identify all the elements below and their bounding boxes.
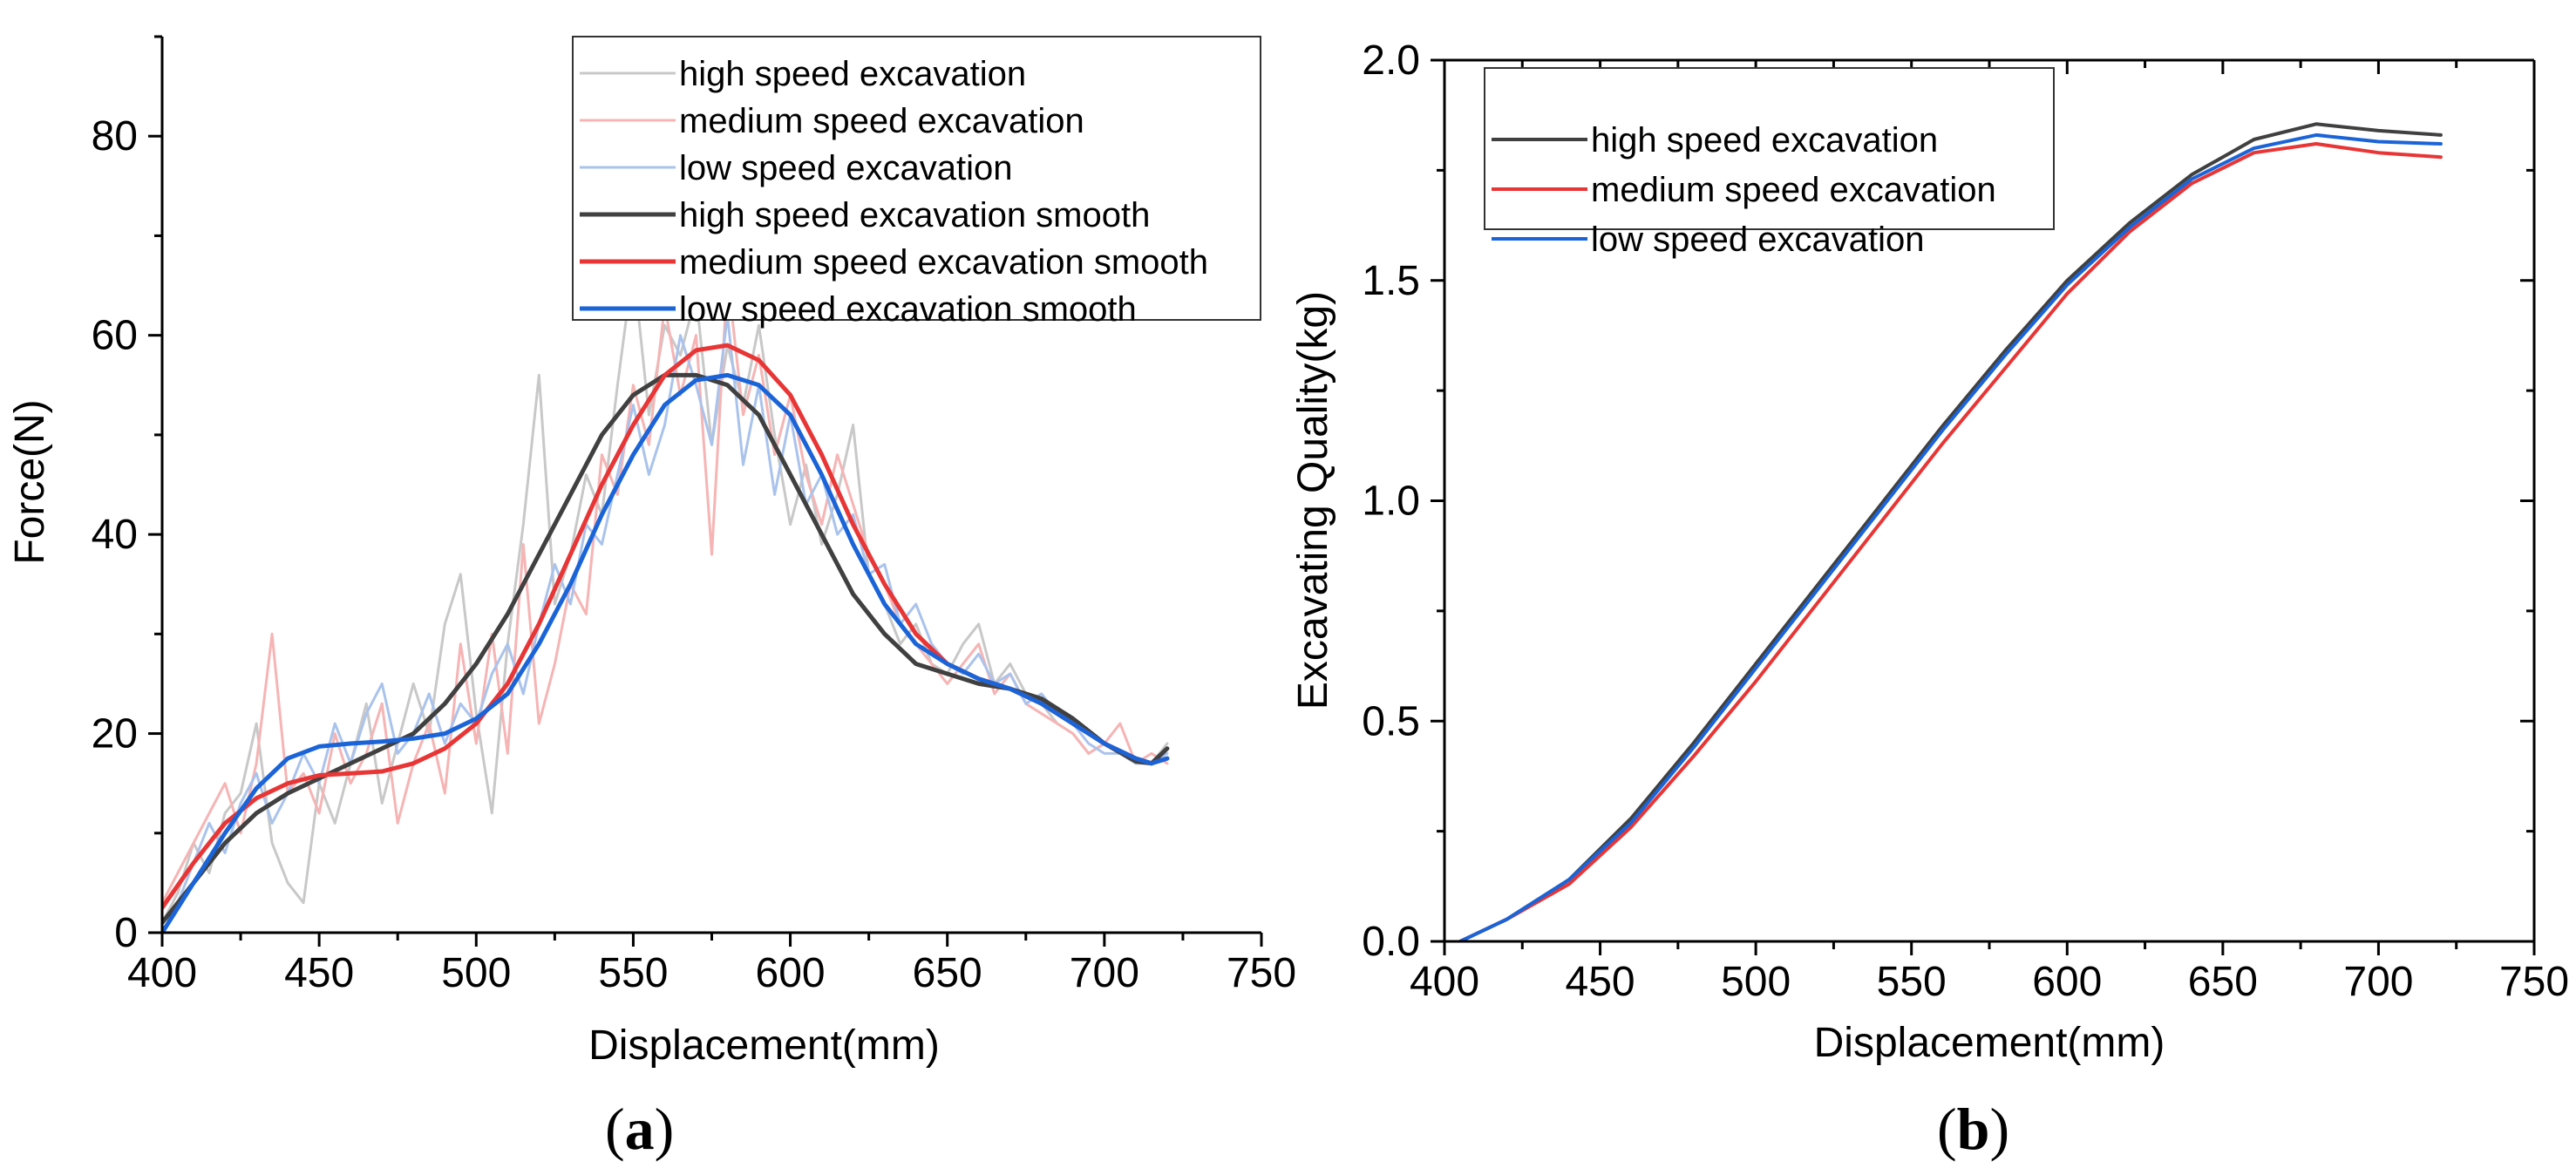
y-tick-label: 1.0 <box>1362 479 1420 525</box>
legend: high speed excavation medium speed excava… <box>572 36 1261 329</box>
plot-area <box>1458 122 2443 941</box>
panel-caption: (b) <box>1937 1096 2009 1162</box>
x-tick-label: 500 <box>441 950 511 996</box>
x-tick-label: 400 <box>127 950 197 996</box>
series-line-6 <box>162 372 1170 933</box>
chart-a: 400 450 500 550 600 650 700 750 0 20 40 60 80 Displac… <box>7 35 1296 1162</box>
legend-frame <box>572 36 1261 321</box>
series-line-2 <box>1458 142 2443 941</box>
x-tick-label: 650 <box>913 950 982 996</box>
y-tick-label: 60 <box>92 313 138 359</box>
x-axis-title: Displacement(mm) <box>1814 1020 2165 1066</box>
y-tick-label: 2.0 <box>1362 37 1420 84</box>
x-tick-label: 450 <box>284 950 354 996</box>
legend-label: high speed excavation smooth <box>679 196 1150 234</box>
x-tick-label: 550 <box>1877 959 1947 1005</box>
legend-label: medium speed excavation smooth <box>679 243 1208 282</box>
series-line-2 <box>162 274 1169 905</box>
legend-label: low speed excavation <box>679 149 1012 187</box>
legend-label: medium speed excavation <box>1591 171 1996 209</box>
legend-label: low speed excavation smooth <box>679 290 1137 329</box>
series-line-3 <box>1458 132 2443 941</box>
x-tick-label: 750 <box>1227 950 1296 996</box>
x-tick-label: 550 <box>598 950 668 996</box>
panel-caption: (a) <box>605 1096 674 1162</box>
x-tick-label: 700 <box>2343 959 2413 1005</box>
legend-label: medium speed excavation <box>679 102 1084 140</box>
y-tick-label: 20 <box>92 711 138 757</box>
x-tick-label: 600 <box>2032 959 2102 1005</box>
x-axis-title: Displacement(mm) <box>588 1022 940 1069</box>
y-axis-title: Excavating Quality(kg) <box>1290 291 1336 710</box>
y-tick-label: 40 <box>92 512 138 558</box>
legend-label: high speed excavation <box>1591 121 1938 160</box>
x-tick-label: 500 <box>1721 959 1791 1005</box>
legend-frame <box>1484 67 2055 230</box>
y-tick-label: 1.5 <box>1362 258 1420 304</box>
legend-label: high speed excavation <box>679 55 1026 93</box>
y-tick-label: 0 <box>114 910 138 956</box>
y-tick-label: 0.0 <box>1362 919 1420 965</box>
legend: high speed excavation medium speed excava… <box>1484 67 2055 259</box>
x-tick-label: 700 <box>1070 950 1139 996</box>
legend-label: low speed excavation <box>1591 221 1924 259</box>
x-tick-label: 400 <box>1410 959 1479 1005</box>
y-axis-title: Force(N) <box>7 399 53 564</box>
x-tick-label: 750 <box>2499 959 2569 1005</box>
series-line-4 <box>162 372 1170 926</box>
series-line-1 <box>162 264 1169 925</box>
chart-b: 400 450 500 550 600 650 700 750 0.0 0.5 1.0 1.5 2.0 D… <box>1290 37 2569 1162</box>
x-tick-label: 450 <box>1566 959 1635 1005</box>
x-tick-label: 650 <box>2188 959 2258 1005</box>
plot-area <box>162 264 1170 933</box>
series-line-1 <box>1458 122 2443 941</box>
x-tick-label: 600 <box>756 950 826 996</box>
y-tick-label: 80 <box>92 113 138 160</box>
y-tick-label: 0.5 <box>1362 698 1420 744</box>
